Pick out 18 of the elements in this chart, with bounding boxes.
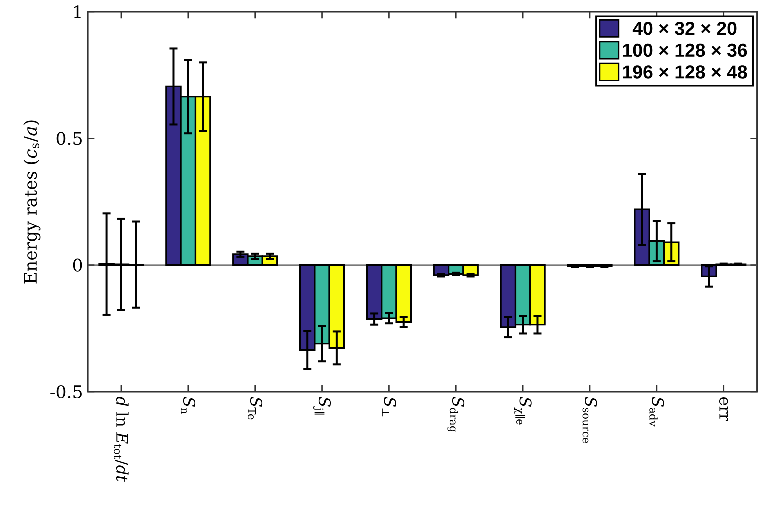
legend-label: 196 × 128 × 48 — [623, 66, 748, 79]
x-tick-label: d ln E$_{tot}$/dt — [114, 397, 129, 482]
y-tick-label: -0.5 — [50, 385, 82, 399]
x-tick-label: S$_{source}$ — [582, 397, 598, 444]
x-tick-label: S$_{drag}$ — [448, 397, 465, 432]
y-tick-label: 1 — [74, 6, 81, 18]
x-tick-label: S$_{adv}$ — [650, 397, 664, 427]
y-tick-label: 0.5 — [56, 132, 82, 146]
legend-label: 100 × 128 × 36 — [623, 44, 748, 58]
x-tick-label: S$_{⊥}$ — [382, 397, 396, 417]
x-tick-label: S$_{χ∥e}$ — [514, 397, 532, 425]
legend-label: 40 × 32 × 20 — [632, 22, 737, 36]
x-tick-label: S$_{n}$ — [181, 397, 196, 414]
x-tick-label: err — [719, 398, 728, 422]
y-tick-label: 0 — [73, 258, 82, 272]
x-tick-label: S$_{Te}$ — [248, 397, 263, 420]
x-tick-label: S$_{j∥}$ — [314, 397, 332, 415]
y-axis-title: Energy rates (c$_{s}$/a) — [24, 120, 41, 284]
